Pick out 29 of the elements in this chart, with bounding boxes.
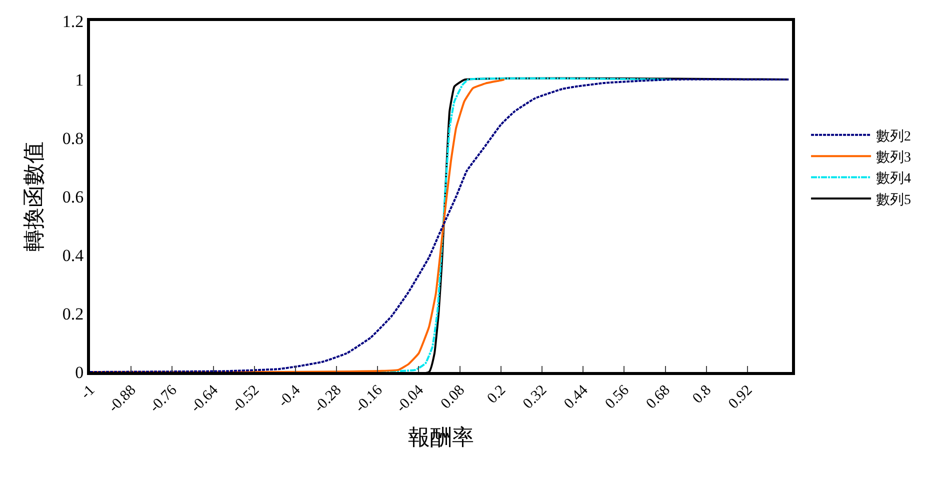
y-tick-label: 1.2 xyxy=(62,12,84,31)
x-tick-label: 0.8 xyxy=(690,382,715,407)
x-tick-label: 0.44 xyxy=(561,382,592,412)
x-tick-label: 0.32 xyxy=(520,382,550,412)
y-tick-label: 0 xyxy=(75,362,84,382)
x-tick-label: -0.64 xyxy=(188,382,222,416)
y-tick-label: 0.4 xyxy=(62,246,84,265)
y-axis-title: 轉換函數值 xyxy=(21,142,46,252)
y-tick-label: 0.8 xyxy=(62,128,84,148)
x-axis-title: 報酬率 xyxy=(408,424,474,450)
x-tick-label: 0.2 xyxy=(484,382,510,407)
y-tick-label: 0.6 xyxy=(62,187,84,206)
x-tick-label: -0.04 xyxy=(393,382,428,416)
legend-label: 數列3 xyxy=(876,150,912,166)
x-tick-label: -0.88 xyxy=(106,382,140,416)
x-tick-label: -0.28 xyxy=(311,382,345,416)
x-tick-label: 0.08 xyxy=(438,382,468,412)
y-tick-label: 1 xyxy=(75,70,84,90)
line-series xyxy=(90,78,506,372)
x-tick-label: 0.56 xyxy=(602,382,633,412)
legend-label: 數列5 xyxy=(876,192,912,208)
y-tick-label: 0.2 xyxy=(62,304,84,324)
x-tick-label: -1 xyxy=(78,382,98,402)
x-tick-label: 0.68 xyxy=(644,382,674,412)
x-tick-label: -0.4 xyxy=(275,382,304,410)
legend-label: 數列2 xyxy=(876,128,912,144)
x-tick-label: -0.52 xyxy=(229,382,262,416)
x-tick-label: 0.92 xyxy=(726,382,756,412)
legend-label: 數列4 xyxy=(876,170,912,187)
